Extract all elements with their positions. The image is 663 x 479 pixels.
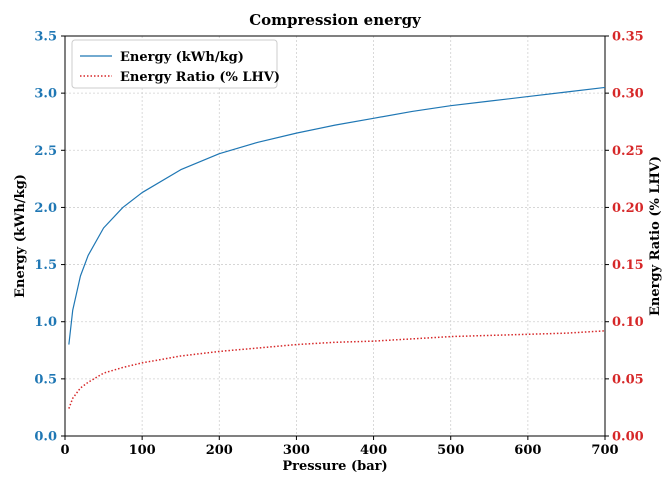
y-right-tick-label: 0.20 (612, 201, 644, 216)
x-tick-label: 600 (514, 443, 541, 458)
y-right-tick-label: 0.30 (612, 87, 644, 102)
y-left-tick-label: 3.0 (34, 87, 57, 102)
x-tick-label: 0 (60, 443, 69, 458)
series-layer (68, 86, 606, 409)
y-left-tick-label: 2.0 (34, 201, 57, 216)
x-axis-label: Pressure (bar) (282, 459, 387, 474)
energy-ratio-series-line (68, 330, 606, 409)
y-left-tick-label: 0.5 (34, 372, 57, 387)
legend-energy-label: Energy (kWh/kg) (120, 50, 244, 65)
y-left-tick-label: 0.0 (34, 430, 57, 445)
y-right-tick-label: 0.25 (612, 144, 644, 159)
ticks: 0 100 200 300 400 500 600 700 0.0 0.5 1.0 1.5 2.0 2.5… (34, 30, 643, 459)
legend-box (71, 39, 278, 89)
chart-title: Compression energy (249, 11, 422, 29)
x-tick-label: 200 (206, 443, 233, 458)
plot-frame (64, 35, 606, 437)
y-right-tick-label: 0.15 (612, 258, 644, 273)
y-right-tick-label: 0.00 (612, 430, 644, 445)
x-tick-label: 700 (591, 443, 618, 458)
legend-ratio-label: Energy Ratio (% LHV) (120, 70, 280, 85)
y-left-tick-label: 3.5 (34, 30, 57, 45)
x-tick-label: 500 (437, 443, 464, 458)
y-axis-label-left: Energy (kWh/kg) (13, 174, 28, 298)
y-left-tick-label: 1.5 (34, 258, 57, 273)
y-left-tick-label: 2.5 (34, 144, 57, 159)
y-left-tick-label: 1.0 (34, 315, 57, 330)
grid (65, 36, 605, 436)
x-tick-label: 100 (129, 443, 156, 458)
y-right-tick-label: 0.10 (612, 315, 644, 330)
x-tick-label: 400 (360, 443, 387, 458)
legend: Energy (kWh/kg) Energy Ratio (% LHV) (71, 39, 280, 89)
y-axis-label-right: Energy Ratio (% LHV) (648, 156, 663, 316)
y-right-tick-label: 0.05 (612, 372, 644, 387)
x-tick-label: 300 (283, 443, 310, 458)
y-right-tick-label: 0.35 (612, 30, 644, 45)
energy-series-line (68, 86, 606, 345)
